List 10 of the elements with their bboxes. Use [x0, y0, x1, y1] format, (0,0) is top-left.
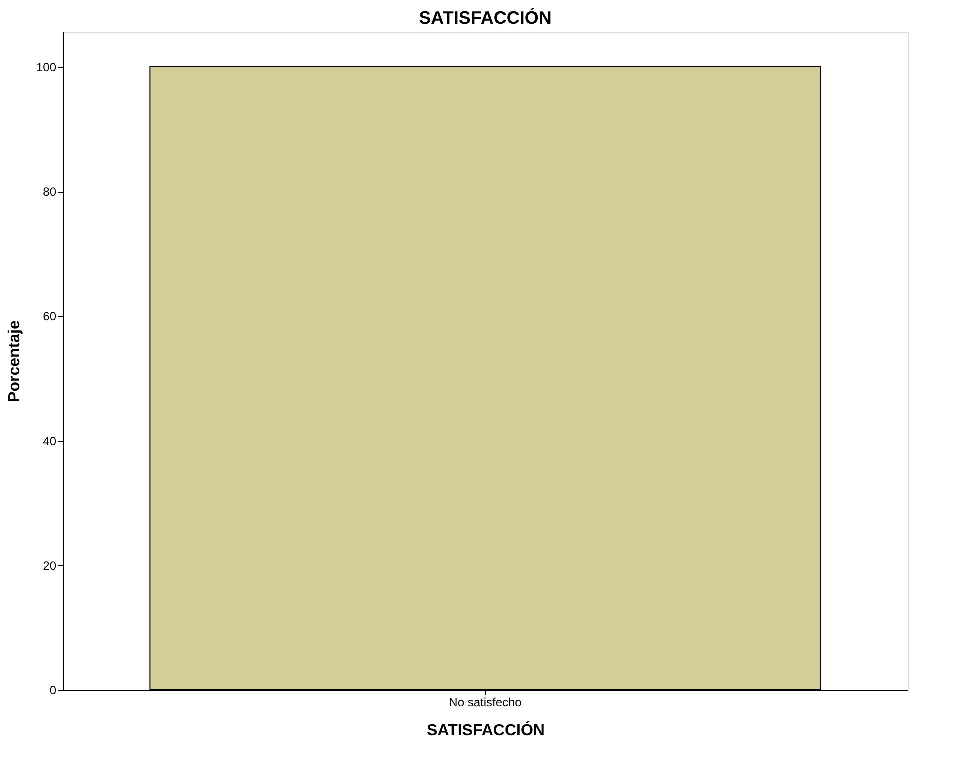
chart-title: SATISFACCIÓN — [419, 8, 552, 28]
y-tick-label: 0 — [50, 684, 57, 698]
y-tick-label: 20 — [43, 558, 57, 573]
x-axis-title: SATISFACCIÓN — [427, 720, 545, 740]
y-tick-label: 60 — [43, 310, 57, 324]
y-tick-label: 100 — [36, 60, 57, 74]
x-tick-label: No satisfecho — [449, 696, 522, 710]
y-tick-label: 80 — [43, 185, 57, 200]
y-tick-label: 40 — [43, 434, 57, 448]
y-axis-title: Porcentaje — [6, 320, 24, 402]
